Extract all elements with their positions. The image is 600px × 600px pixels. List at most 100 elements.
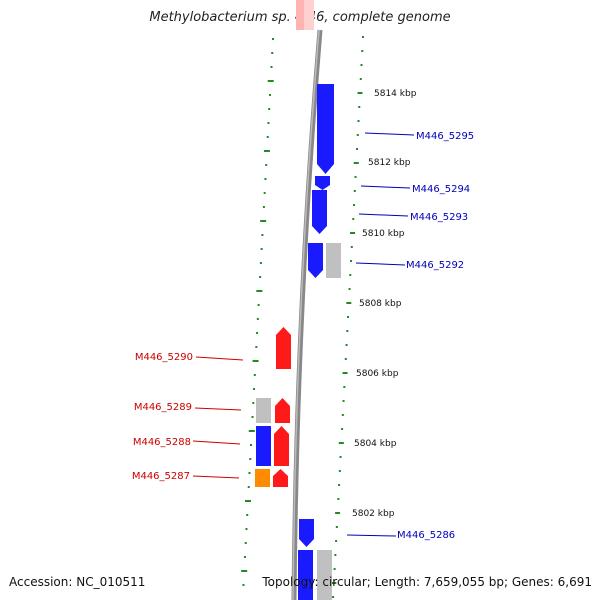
gene-label-leader <box>192 475 240 479</box>
feature-gray-5289 <box>256 398 271 423</box>
outer-tick <box>362 36 364 38</box>
outer-tick <box>333 568 336 570</box>
inner-tick <box>251 416 254 418</box>
inner-tick <box>270 66 273 68</box>
inner-tick <box>255 346 258 348</box>
outer-tick <box>339 456 342 458</box>
inner-tick <box>243 556 246 558</box>
outer-tick <box>334 554 337 556</box>
outer-tick <box>358 106 361 108</box>
outer-tick <box>350 246 353 248</box>
inner-tick <box>260 248 263 250</box>
outer-tick <box>338 484 341 486</box>
inner-tick <box>267 122 270 124</box>
gene-m446-5287 <box>273 469 288 487</box>
outer-tick <box>344 358 347 360</box>
outer-tick <box>335 526 338 528</box>
feature-gray-bottom <box>317 550 332 600</box>
gene-label-m446-5293: M446_5293 <box>410 212 468 223</box>
inner-tick <box>268 108 271 110</box>
inner-tick <box>272 38 274 40</box>
feature-top-red-light <box>304 0 314 30</box>
outer-tick <box>356 148 359 150</box>
gene-label-m446-5287: M446_5287 <box>132 471 190 482</box>
inner-tick <box>263 192 266 194</box>
inner-tick <box>260 220 267 222</box>
outer-tick <box>341 428 344 430</box>
gene-label-m446-5289: M446_5289 <box>134 402 192 413</box>
inner-tick <box>249 458 252 460</box>
inner-tick <box>246 514 249 516</box>
gene-label-leader <box>358 213 409 217</box>
scale-label: 5810 kbp <box>362 229 405 239</box>
inner-tick <box>271 52 274 54</box>
gene-m446-5292 <box>308 243 323 278</box>
outer-tick <box>353 190 356 192</box>
outer-tick <box>331 582 337 584</box>
gene-m446-5289 <box>275 398 290 423</box>
inner-tick <box>241 570 248 572</box>
inner-tick <box>252 402 255 404</box>
outer-tick <box>354 176 357 178</box>
gene-label-m446-5292: M446_5292 <box>406 260 464 271</box>
outer-tick <box>352 218 355 220</box>
outer-tick <box>345 344 348 346</box>
outer-tick <box>348 288 351 290</box>
inner-tick <box>265 164 268 166</box>
inner-tick <box>259 276 262 278</box>
inner-tick <box>256 332 259 334</box>
outer-tick <box>335 512 341 514</box>
gene-m446-5295 <box>317 84 334 174</box>
outer-tick <box>342 372 348 374</box>
outer-tick <box>338 442 344 444</box>
gene-blue-bottom <box>298 550 313 600</box>
outer-tick <box>347 316 350 318</box>
outer-tick <box>337 498 340 500</box>
scale-label: 5806 kbp <box>356 369 399 379</box>
gene-label-leader <box>192 440 241 445</box>
genome-summary: Topology: circular; Length: 7,659,055 bp… <box>262 575 592 589</box>
inner-tick <box>252 360 259 362</box>
gene-label-m446-5288: M446_5288 <box>133 437 191 448</box>
gene-label-leader <box>360 185 411 189</box>
inner-tick <box>247 486 250 488</box>
outer-tick <box>360 64 363 66</box>
outer-tick <box>346 330 349 332</box>
gene-label-leader <box>194 407 242 411</box>
feature-gray-5292 <box>326 243 341 278</box>
gene-label-leader <box>364 132 415 136</box>
inner-tick <box>244 500 251 502</box>
outer-tick <box>335 540 338 542</box>
inner-tick <box>266 136 269 138</box>
outer-tick <box>341 414 344 416</box>
inner-tick <box>248 430 255 432</box>
outer-tick <box>350 260 353 262</box>
inner-tick <box>253 374 256 376</box>
inner-tick <box>257 304 260 306</box>
inner-tick <box>264 178 267 180</box>
gene-label-m446-5294: M446_5294 <box>412 184 470 195</box>
outer-tick <box>343 386 346 388</box>
inner-tick <box>256 290 263 292</box>
inner-tick <box>267 80 274 82</box>
outer-tick <box>357 92 363 94</box>
inner-tick <box>250 444 253 446</box>
outer-tick <box>346 302 352 304</box>
scale-label: 5802 kbp <box>352 509 395 519</box>
outer-tick <box>350 232 356 234</box>
inner-tick <box>261 234 264 236</box>
scale-label: 5812 kbp <box>368 158 411 168</box>
inner-tick <box>263 150 270 152</box>
inner-tick <box>245 528 248 530</box>
genome-backbone-highlight <box>292 29 320 600</box>
outer-tick <box>361 50 364 52</box>
outer-tick <box>357 120 360 122</box>
inner-tick <box>268 94 271 96</box>
inner-tick <box>244 542 247 544</box>
genome-backbone <box>291 29 323 600</box>
scale-label: 5808 kbp <box>359 299 402 309</box>
gene-label-m446-5290: M446_5290 <box>135 352 193 363</box>
outer-tick <box>359 78 362 80</box>
gene-m446-5293 <box>312 190 327 234</box>
